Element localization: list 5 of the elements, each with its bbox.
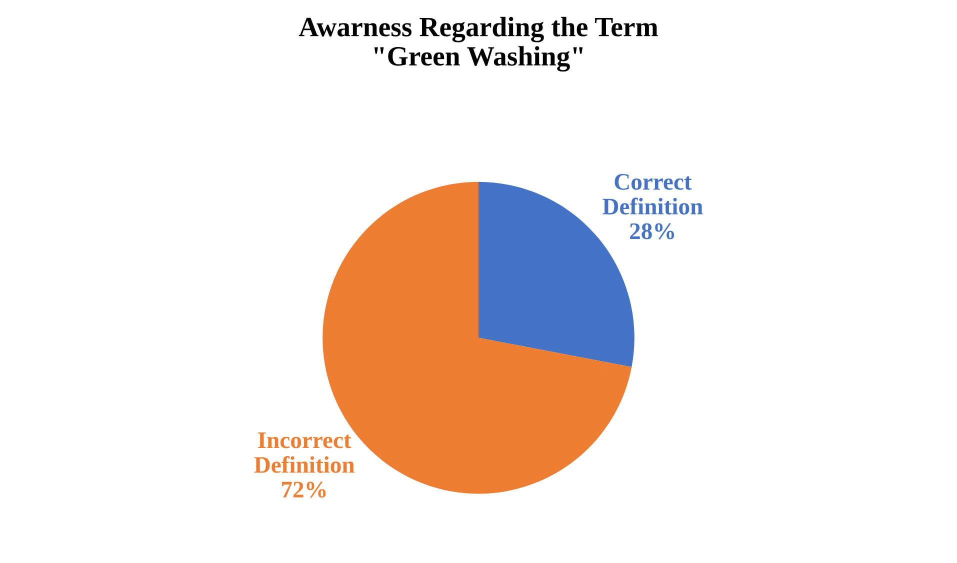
slice-label: Correct Definition	[602, 174, 703, 215]
slice-label: Incorrect Definition	[254, 432, 354, 473]
chart-title: Awarness Regarding the Term "Green Washing"	[298, 16, 658, 72]
data-label: 28%	[630, 223, 674, 240]
data-label: 72%	[282, 482, 326, 498]
